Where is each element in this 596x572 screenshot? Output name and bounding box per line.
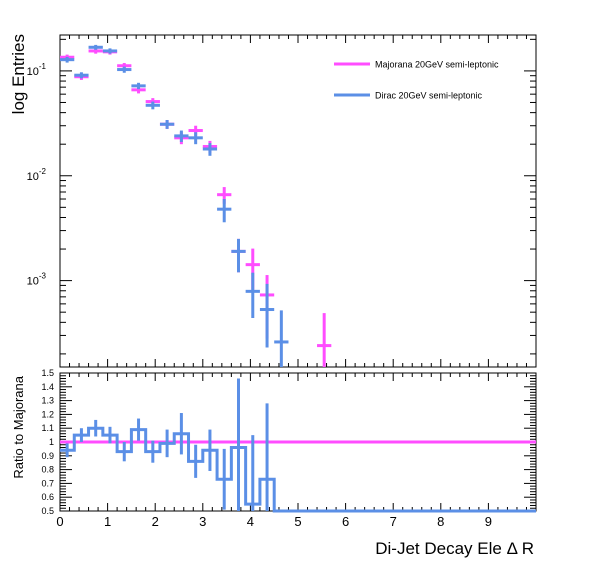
- y-tick-label: 10-2: [27, 167, 47, 183]
- ratio-panel: 0.5 0.6 0.7 0.8 0.9 1 1.1 1.2 1.3 1.4 1.5 0 1 2 3 4 5 6 7…: [11, 368, 537, 558]
- legend-label-dirac: Dirac 20GeV semi-leptonic: [375, 91, 483, 101]
- y-tick-label: 0.8: [41, 465, 54, 475]
- top-panel: 10-1 10-2 10-3 log Entries Majorana 20GeV …: [9, 34, 537, 368]
- y-tick-label: 1.2: [41, 409, 54, 419]
- y-tick-label: 1.5: [41, 368, 54, 378]
- x-tick-label: 6: [342, 514, 349, 529]
- legend-label-majorana: Majorana 20GeV semi-leptonic: [375, 60, 499, 70]
- y-tick-label: 1.3: [41, 396, 54, 406]
- x-tick-label: 5: [294, 514, 301, 529]
- legend: Majorana 20GeV semi-leptonic Dirac 20GeV…: [334, 60, 499, 101]
- ratio-step-line: [60, 426, 536, 513]
- x-tick-label: 9: [485, 514, 492, 529]
- ratio-panel-y-tick-labels: 0.5 0.6 0.7 0.8 0.9 1 1.1 1.2 1.3 1.4 1.5: [41, 368, 54, 516]
- ratio-series: [60, 378, 536, 513]
- y-tick-label: 1: [49, 437, 54, 447]
- series-dirac: [60, 44, 289, 367]
- x-tick-label: 7: [390, 514, 397, 529]
- x-tick-label: 1: [104, 514, 111, 529]
- y-tick-label: 10-3: [27, 272, 47, 288]
- ratio-panel-series: [60, 378, 536, 513]
- x-tick-label: 8: [437, 514, 444, 529]
- y-tick-label: 1.4: [41, 382, 54, 392]
- top-panel-y-tick-labels: 10-1 10-2 10-3: [27, 62, 47, 288]
- top-panel-ticks: [59, 35, 537, 367]
- y-tick-label: 1.1: [41, 423, 54, 433]
- y-tick-label: 0.9: [41, 451, 54, 461]
- x-tick-label: 3: [199, 514, 206, 529]
- x-tick-label: 4: [247, 514, 254, 529]
- x-tick-label: 2: [152, 514, 159, 529]
- ratio-panel-y-axis-label: Ratio to Majorana: [11, 375, 26, 478]
- x-axis-label: Di-Jet Decay Ele Δ R: [375, 539, 534, 558]
- top-panel-y-axis-label: log Entries: [9, 34, 28, 114]
- top-panel-series: [60, 44, 332, 367]
- y-tick-label: 0.5: [41, 506, 54, 516]
- y-tick-label: 0.7: [41, 478, 54, 488]
- ratio-panel-x-tick-labels: 0 1 2 3 4 5 6 7 8 9: [56, 514, 492, 529]
- y-tick-label: 0.6: [41, 492, 54, 502]
- y-tick-label: 10-1: [27, 62, 47, 78]
- x-tick-label: 0: [56, 514, 63, 529]
